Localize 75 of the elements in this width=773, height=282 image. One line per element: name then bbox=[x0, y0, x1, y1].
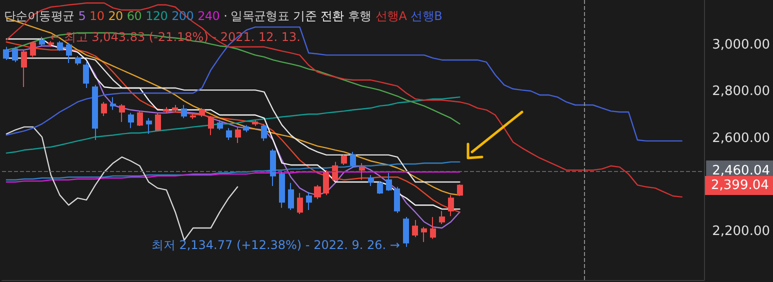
candlestick bbox=[199, 108, 205, 118]
text: 10 bbox=[90, 9, 104, 23]
line-series bbox=[6, 2, 682, 198]
candlestick bbox=[341, 154, 347, 166]
candlestick bbox=[359, 162, 365, 180]
candlestick bbox=[243, 124, 249, 133]
candlestick bbox=[92, 84, 98, 140]
candlestick bbox=[235, 126, 241, 144]
line-series bbox=[6, 126, 238, 241]
candlestick bbox=[66, 42, 72, 64]
series-label: 60 bbox=[126, 9, 142, 23]
candlestick bbox=[350, 151, 356, 168]
text: 기준 bbox=[293, 9, 317, 23]
text: 선행A bbox=[375, 9, 407, 23]
candlestick bbox=[208, 115, 214, 136]
candlestick bbox=[288, 182, 294, 210]
candlestick bbox=[3, 46, 9, 60]
candlestick bbox=[252, 119, 258, 126]
candlestick bbox=[101, 101, 107, 116]
y-tick-label: 2,800.00 bbox=[712, 84, 770, 100]
y-tick-label: 2,200.00 bbox=[712, 224, 770, 240]
candlestick bbox=[83, 62, 89, 88]
candlestick bbox=[261, 123, 267, 142]
candlestick bbox=[306, 192, 312, 210]
text: 전환 bbox=[320, 9, 344, 23]
candlestick bbox=[39, 36, 45, 46]
text: 5 bbox=[78, 9, 86, 23]
candlestick bbox=[146, 118, 152, 134]
candlestick bbox=[30, 42, 36, 58]
candlestick bbox=[21, 49, 27, 88]
candlestick bbox=[439, 210, 445, 224]
text: 240 bbox=[198, 9, 220, 23]
line-series bbox=[6, 26, 682, 142]
candlestick bbox=[119, 104, 125, 123]
candlestick bbox=[323, 170, 329, 196]
line-series bbox=[6, 161, 460, 180]
line-series bbox=[6, 96, 460, 154]
candlestick bbox=[110, 96, 116, 110]
candlestick bbox=[172, 104, 178, 112]
candlestick bbox=[155, 112, 161, 130]
candlestick bbox=[430, 216, 436, 240]
candlestick bbox=[181, 104, 187, 119]
candlestick bbox=[297, 192, 303, 214]
candlestick bbox=[386, 172, 392, 192]
candlestick bbox=[448, 194, 454, 217]
candlestick bbox=[394, 186, 400, 214]
text: 20 bbox=[108, 9, 123, 23]
candlestick bbox=[279, 171, 285, 208]
candlestick bbox=[457, 184, 463, 196]
y-tick-label: 3,000.00 bbox=[712, 38, 770, 53]
candlestick bbox=[226, 128, 232, 140]
candlestick bbox=[137, 110, 143, 126]
candlestick bbox=[75, 56, 81, 66]
text: 120 bbox=[146, 9, 168, 23]
annotation: 최저 2,134.77 (+12.38%) - 2022. 9. 26. → bbox=[151, 238, 400, 252]
line-series bbox=[6, 171, 460, 183]
candlestick bbox=[377, 180, 383, 194]
candlestick bbox=[368, 174, 374, 186]
candlestick bbox=[190, 114, 196, 120]
candlestick bbox=[421, 226, 427, 242]
candlestick bbox=[163, 106, 169, 114]
candlestick bbox=[128, 112, 134, 129]
candlestick bbox=[270, 148, 276, 186]
candlestick bbox=[12, 46, 18, 63]
candlestick bbox=[217, 119, 223, 130]
text: 선행B bbox=[410, 9, 442, 23]
text: 2,399.04 bbox=[705, 176, 773, 195]
candlestick bbox=[412, 220, 418, 238]
text: 후행 bbox=[348, 9, 372, 23]
line-series bbox=[6, 32, 460, 124]
candlestick bbox=[403, 216, 409, 248]
y-tick-label: 2,600.00 bbox=[712, 130, 770, 146]
annotation: · 일목균형표 bbox=[224, 9, 290, 23]
candlestick bbox=[332, 161, 338, 182]
candlestick bbox=[314, 184, 321, 200]
